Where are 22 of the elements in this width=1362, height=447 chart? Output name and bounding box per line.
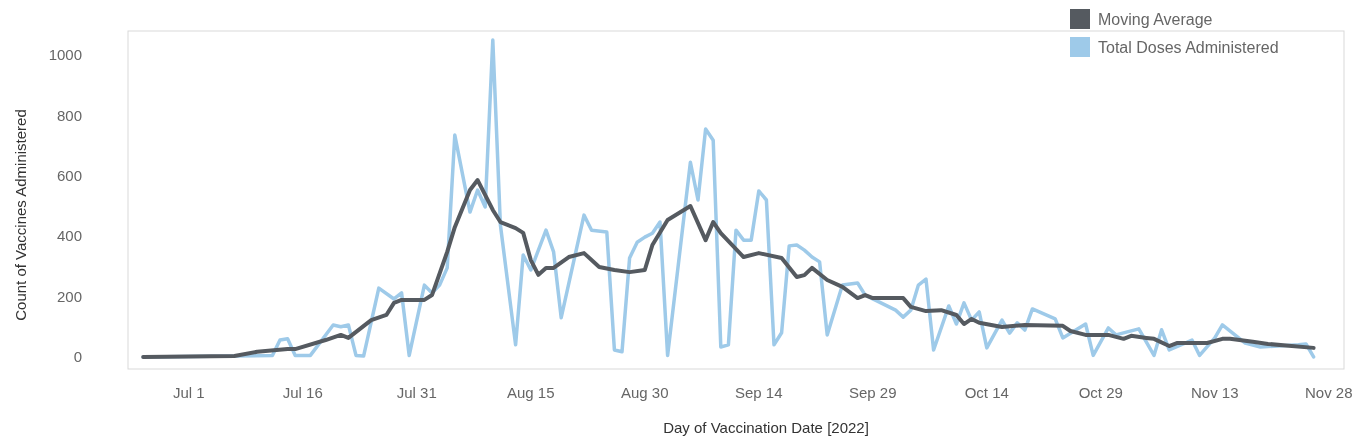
x-tick-label: Jul 31 [396, 384, 437, 401]
y-tick-label: 200 [56, 287, 82, 305]
x-axis-title: Day of Vaccination Date [2022] [663, 419, 869, 436]
x-tick-label: Jul 1 [172, 384, 205, 401]
line-series [141, 178, 1316, 359]
x-tick-label: Aug 15 [507, 384, 555, 401]
x-tick-label: Sep 14 [735, 384, 783, 401]
y-tick-label: 800 [56, 106, 82, 124]
x-tick-label: Sep 29 [849, 384, 897, 401]
x-tick-label: Nov 13 [1191, 384, 1239, 401]
x-tick-label: Aug 30 [621, 384, 669, 401]
legend-label: Total Doses Administered [1098, 38, 1279, 56]
y-axis-title: Count of Vaccines Administered [12, 109, 29, 321]
x-tick-label: Oct 29 [1078, 384, 1123, 401]
x-tick-label: Oct 14 [964, 384, 1009, 401]
y-tick-label: 600 [56, 167, 82, 185]
x-tick-label: Nov 28 [1305, 384, 1353, 401]
x-tick-label: Jul 16 [282, 384, 323, 401]
y-tick-label: 0 [73, 348, 82, 366]
y-tick-label: 400 [56, 227, 82, 245]
y-tick-label: 1000 [48, 46, 82, 64]
legend-label: Moving Average [1098, 10, 1213, 28]
